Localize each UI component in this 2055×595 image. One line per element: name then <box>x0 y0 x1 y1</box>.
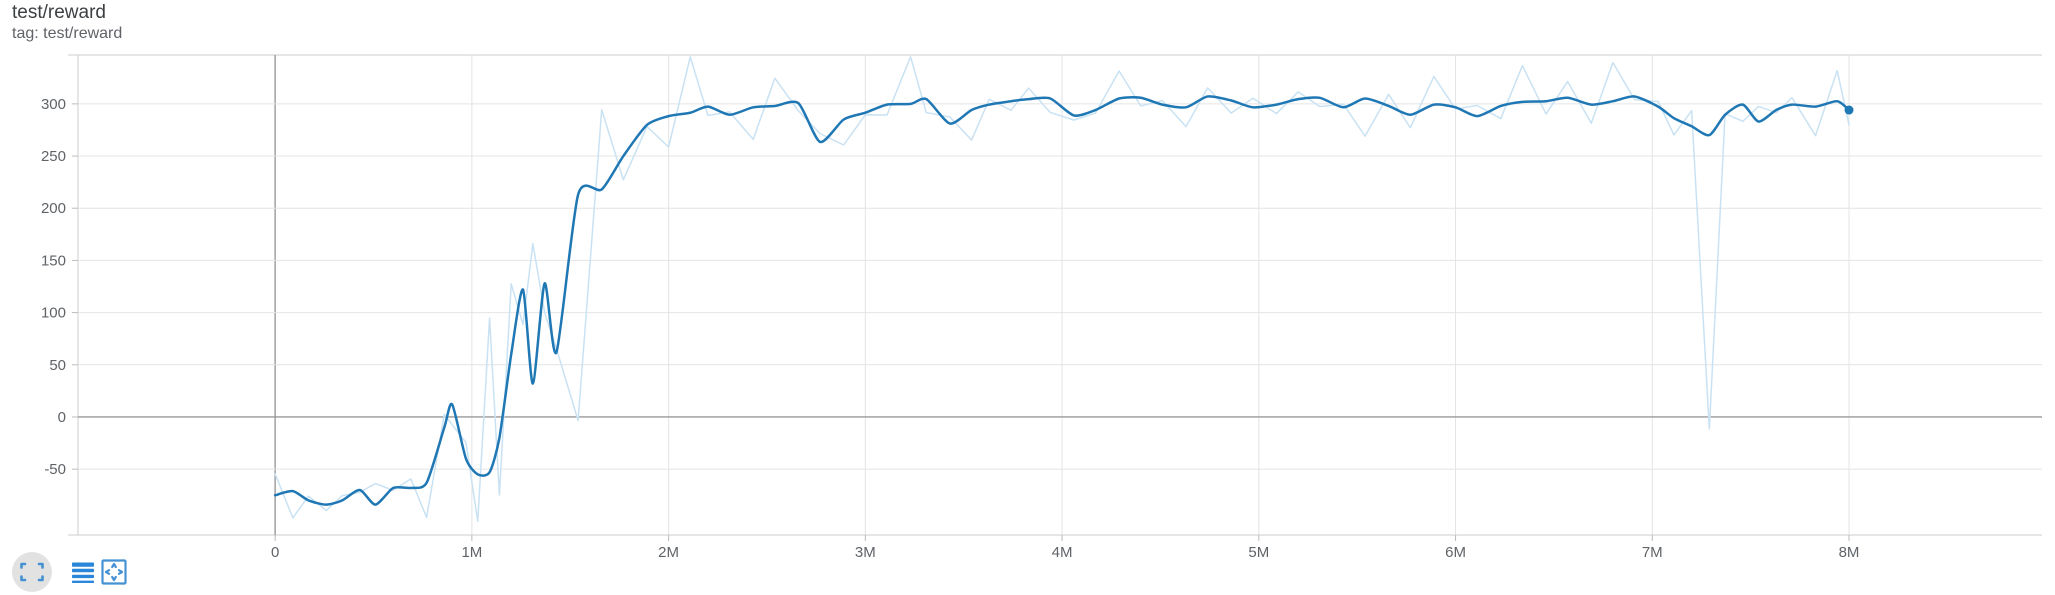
svg-text:300: 300 <box>41 96 66 113</box>
svg-text:0: 0 <box>271 544 279 561</box>
svg-text:2M: 2M <box>658 544 679 561</box>
svg-text:4M: 4M <box>1052 544 1073 561</box>
svg-text:200: 200 <box>41 200 66 217</box>
svg-text:50: 50 <box>49 357 66 374</box>
svg-text:250: 250 <box>41 148 66 165</box>
svg-text:100: 100 <box>41 305 66 322</box>
svg-text:150: 150 <box>41 252 66 269</box>
svg-text:8M: 8M <box>1839 544 1860 561</box>
svg-text:-50: -50 <box>44 461 66 478</box>
svg-text:3M: 3M <box>855 544 876 561</box>
svg-text:6M: 6M <box>1445 544 1466 561</box>
svg-text:1M: 1M <box>461 544 482 561</box>
svg-text:5M: 5M <box>1248 544 1269 561</box>
svg-text:0: 0 <box>58 409 66 426</box>
svg-text:7M: 7M <box>1642 544 1663 561</box>
